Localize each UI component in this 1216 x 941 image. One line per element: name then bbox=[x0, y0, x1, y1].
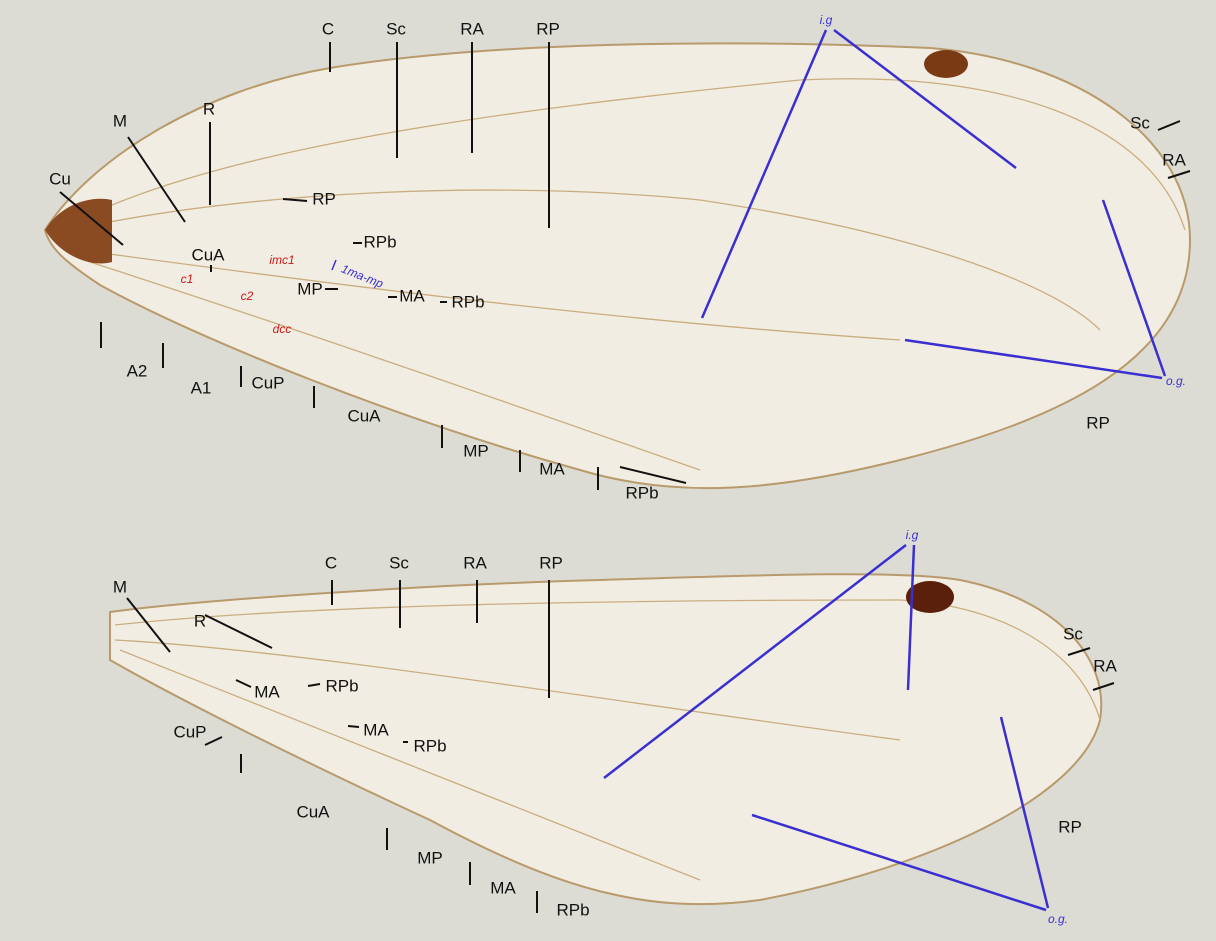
label: R bbox=[194, 611, 206, 630]
label: MP bbox=[297, 279, 323, 298]
label: RP bbox=[536, 19, 560, 38]
label: CuA bbox=[347, 406, 381, 425]
label: MA bbox=[490, 878, 516, 897]
label: RP bbox=[539, 553, 563, 572]
label: MP bbox=[417, 848, 443, 867]
label: c1 bbox=[181, 272, 194, 286]
label: CuP bbox=[173, 722, 206, 741]
label: RA bbox=[463, 553, 487, 572]
label: CuA bbox=[191, 245, 225, 264]
label: A1 bbox=[191, 378, 212, 397]
label: dcc bbox=[273, 322, 292, 336]
label: R bbox=[203, 99, 215, 118]
label: RPb bbox=[625, 483, 658, 502]
label: C bbox=[322, 19, 334, 38]
hindwing-labels: C Sc RA RP i.g M R MA RPb MA RPb CuP CuA… bbox=[113, 528, 1118, 926]
label: o.g. bbox=[1048, 912, 1068, 926]
hindwing-stigma bbox=[906, 581, 954, 613]
forewing bbox=[43, 42, 1192, 490]
label: RP bbox=[312, 189, 336, 208]
label: Sc bbox=[386, 19, 406, 38]
label: i.g bbox=[820, 13, 833, 27]
label: A2 bbox=[127, 361, 148, 380]
label: MA bbox=[363, 720, 389, 739]
label: RP bbox=[1086, 413, 1110, 432]
label: C bbox=[325, 553, 337, 572]
forewing-stigma bbox=[924, 50, 968, 78]
label: RPb bbox=[556, 900, 589, 919]
forewing-base bbox=[45, 198, 112, 264]
label: M bbox=[113, 111, 127, 130]
label: c2 bbox=[241, 289, 254, 303]
label: M bbox=[113, 577, 127, 596]
hindwing-leaders bbox=[126, 580, 1115, 913]
label: RPb bbox=[325, 676, 358, 695]
label: RPb bbox=[363, 232, 396, 251]
label: MP bbox=[463, 441, 489, 460]
forewing-blue-lines bbox=[331, 29, 1167, 380]
label: RA bbox=[1162, 150, 1186, 169]
label: Sc bbox=[389, 553, 409, 572]
label: CuA bbox=[296, 802, 330, 821]
hindwing bbox=[109, 573, 1103, 906]
label: Cu bbox=[49, 169, 71, 188]
label: Sc bbox=[1130, 113, 1150, 132]
label: MA bbox=[539, 459, 565, 478]
label: i.g bbox=[906, 528, 919, 542]
label: o.g. bbox=[1166, 374, 1186, 388]
label: imc1 bbox=[269, 253, 294, 267]
label: CuP bbox=[251, 373, 284, 392]
label: RA bbox=[460, 19, 484, 38]
hindwing-blue-lines bbox=[603, 544, 1050, 912]
label: MA bbox=[399, 286, 425, 305]
forewing-veins bbox=[59, 78, 1186, 471]
forewing-labels: C Sc RA RP i.g R M Cu RP RPb CuA imc1 c1… bbox=[49, 13, 1186, 502]
label: MA bbox=[254, 682, 280, 701]
label: RPb bbox=[413, 736, 446, 755]
label: RA bbox=[1093, 656, 1117, 675]
label: Sc bbox=[1063, 624, 1083, 643]
forewing-leaders bbox=[59, 42, 1191, 490]
label: RP bbox=[1058, 817, 1082, 836]
label: RPb bbox=[451, 292, 484, 311]
